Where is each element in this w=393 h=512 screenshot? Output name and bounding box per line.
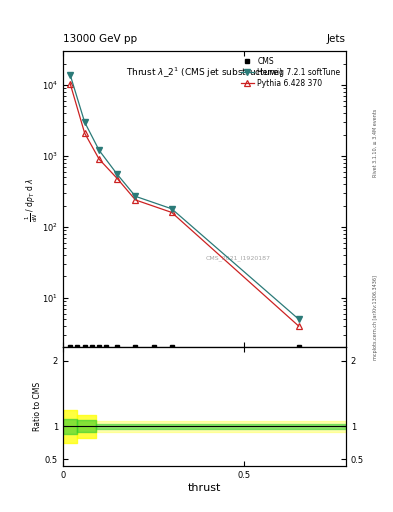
Herwig 7.2.1 softTune <box>169 206 174 212</box>
Herwig 7.2.1 softTune <box>82 119 87 125</box>
X-axis label: thrust: thrust <box>188 482 221 493</box>
CMS <box>133 345 138 351</box>
Pythia 6.428 370 <box>68 80 72 87</box>
Text: CMS_2021_I1920187: CMS_2021_I1920187 <box>206 255 271 262</box>
CMS <box>75 345 80 351</box>
CMS <box>68 345 72 351</box>
Line: CMS: CMS <box>68 346 301 350</box>
Line: Pythia 6.428 370: Pythia 6.428 370 <box>67 81 301 329</box>
Pythia 6.428 370 <box>296 323 301 329</box>
Text: Rivet 3.1.10, ≥ 3.4M events: Rivet 3.1.10, ≥ 3.4M events <box>373 109 378 178</box>
Herwig 7.2.1 softTune <box>97 147 101 154</box>
Pythia 6.428 370 <box>82 130 87 136</box>
Text: Jets: Jets <box>327 33 346 44</box>
CMS <box>82 345 87 351</box>
CMS <box>115 345 119 351</box>
Herwig 7.2.1 softTune <box>115 172 119 178</box>
Pythia 6.428 370 <box>97 156 101 162</box>
Pythia 6.428 370 <box>133 197 138 203</box>
Text: Thrust $\lambda\_2^1$ (CMS jet substructure): Thrust $\lambda\_2^1$ (CMS jet substruct… <box>126 66 283 80</box>
Herwig 7.2.1 softTune <box>296 316 301 322</box>
CMS <box>90 345 94 351</box>
Herwig 7.2.1 softTune <box>68 72 72 78</box>
Y-axis label: $\frac{1}{\mathrm{d}N}\ /\ \mathrm{d}p_T\ \mathrm{d}\ \lambda$: $\frac{1}{\mathrm{d}N}\ /\ \mathrm{d}p_T… <box>24 177 40 222</box>
Text: mcplots.cern.ch [arXiv:1306.3436]: mcplots.cern.ch [arXiv:1306.3436] <box>373 275 378 360</box>
Pythia 6.428 370 <box>169 209 174 216</box>
CMS <box>151 345 156 351</box>
Pythia 6.428 370 <box>115 176 119 182</box>
CMS <box>97 345 101 351</box>
CMS <box>169 345 174 351</box>
CMS <box>296 345 301 351</box>
Text: 13000 GeV pp: 13000 GeV pp <box>63 33 137 44</box>
Herwig 7.2.1 softTune <box>133 193 138 199</box>
Y-axis label: Ratio to CMS: Ratio to CMS <box>33 382 42 431</box>
Line: Herwig 7.2.1 softTune: Herwig 7.2.1 softTune <box>67 72 301 322</box>
CMS <box>104 345 109 351</box>
Legend: CMS, Herwig 7.2.1 softTune, Pythia 6.428 370: CMS, Herwig 7.2.1 softTune, Pythia 6.428… <box>239 55 342 90</box>
